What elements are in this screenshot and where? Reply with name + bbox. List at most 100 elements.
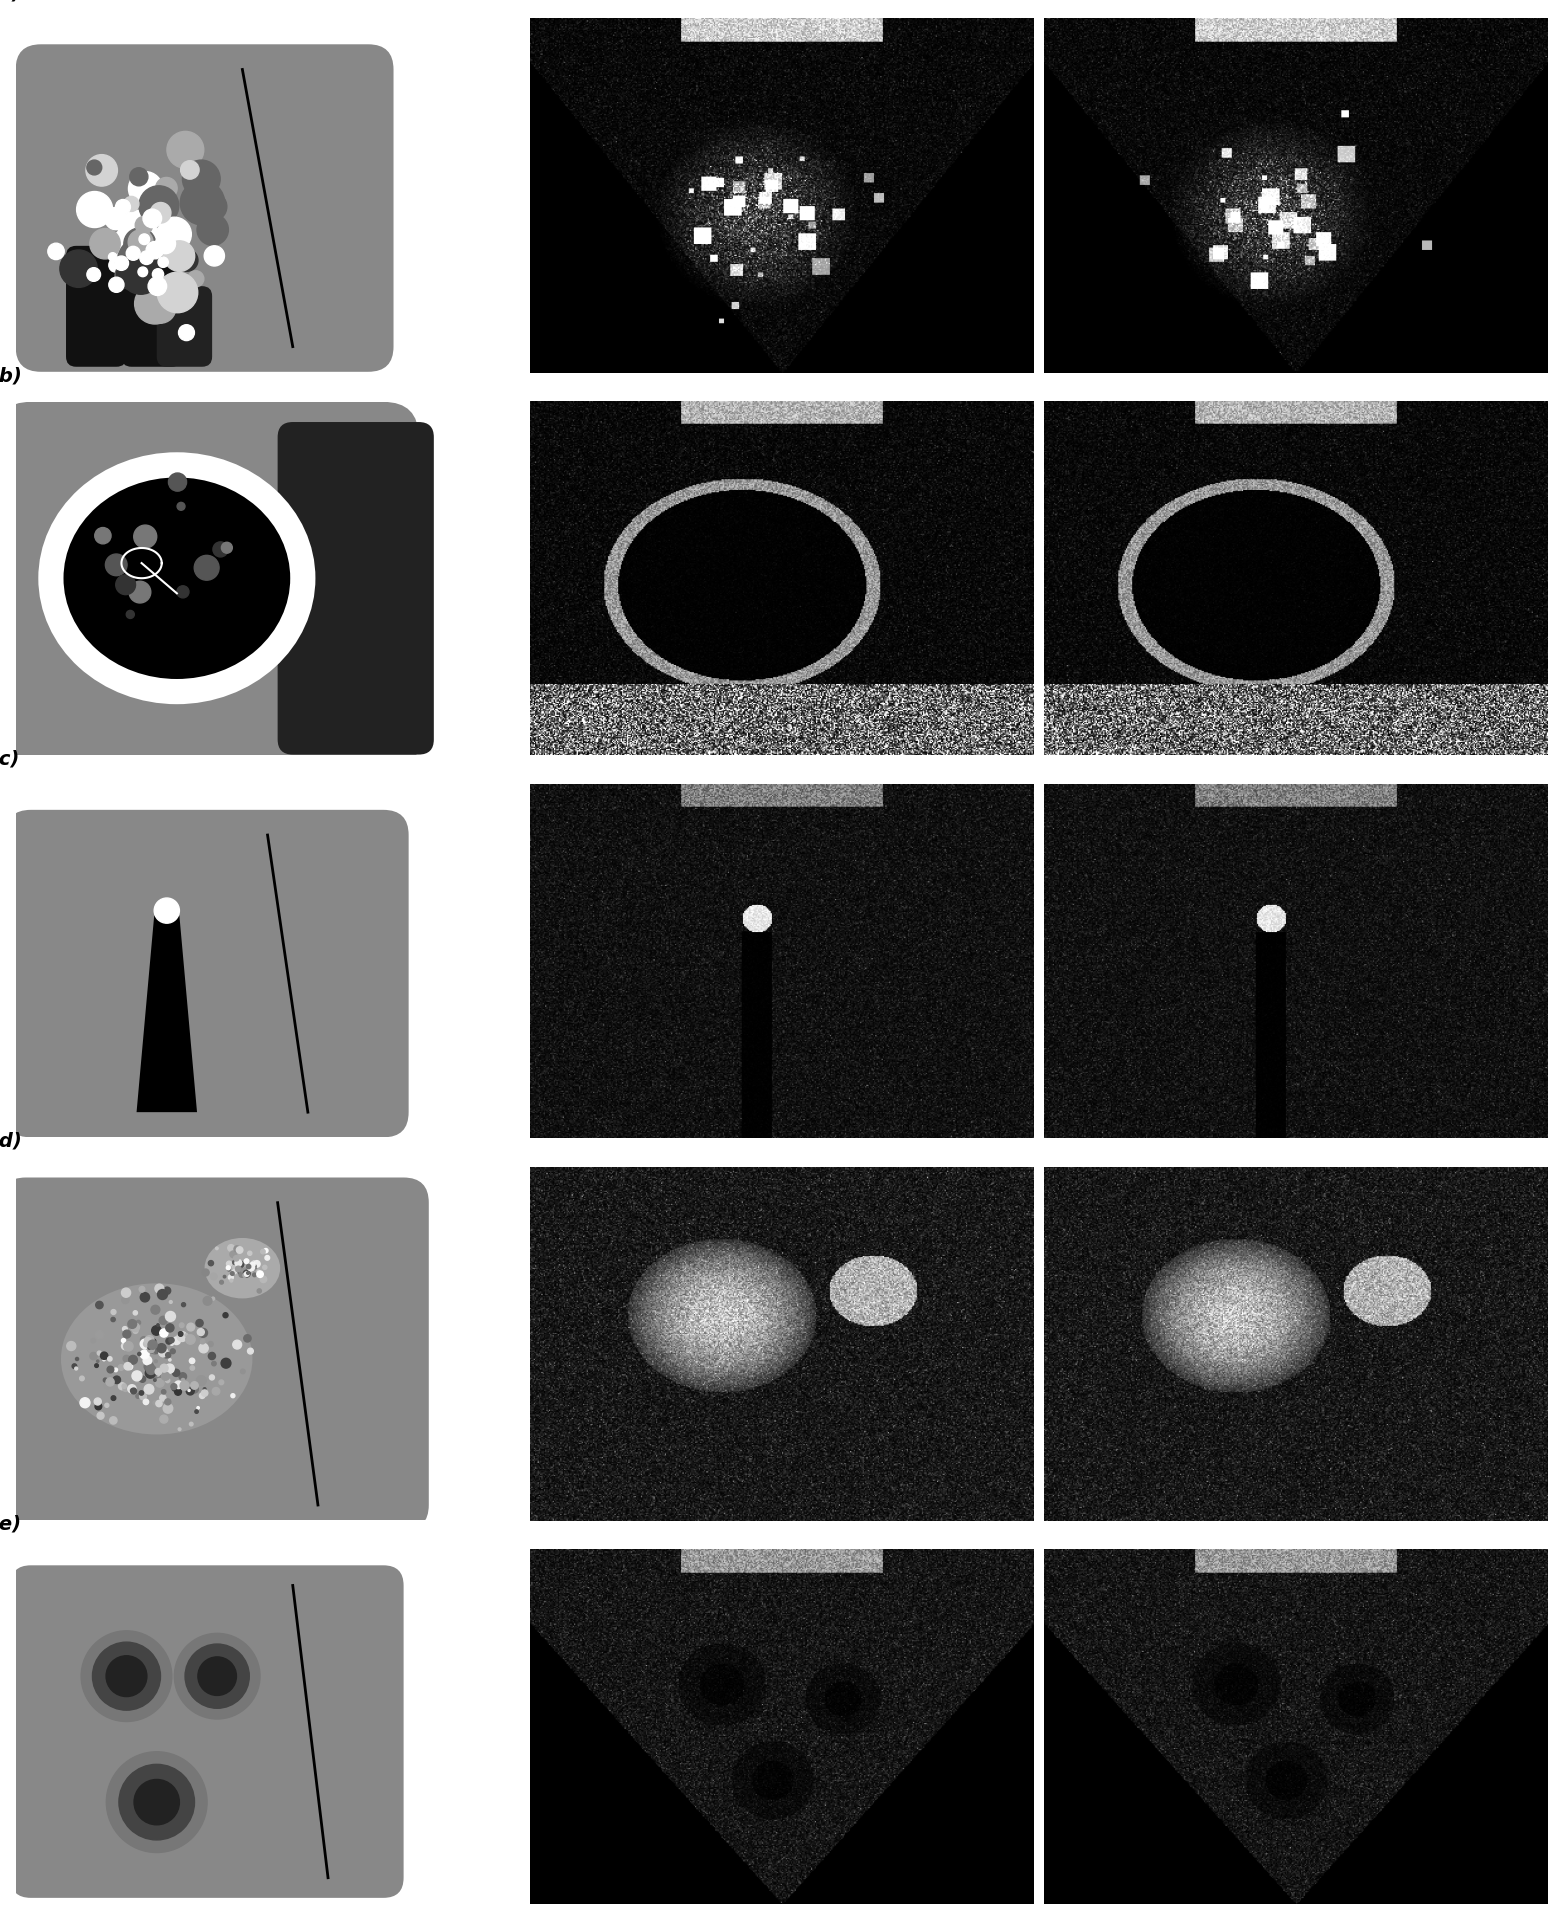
- Circle shape: [122, 1385, 127, 1388]
- Circle shape: [152, 1340, 156, 1344]
- Circle shape: [177, 1333, 188, 1342]
- Circle shape: [155, 1369, 161, 1375]
- Circle shape: [123, 229, 156, 262]
- Circle shape: [200, 1340, 205, 1344]
- Circle shape: [247, 1265, 255, 1271]
- Circle shape: [116, 575, 136, 596]
- Circle shape: [105, 1383, 111, 1388]
- Circle shape: [195, 1319, 203, 1327]
- Circle shape: [199, 192, 227, 221]
- Circle shape: [236, 1248, 242, 1254]
- Circle shape: [111, 1396, 116, 1400]
- Circle shape: [169, 1300, 172, 1304]
- Circle shape: [158, 217, 191, 252]
- Circle shape: [114, 1369, 117, 1371]
- Circle shape: [178, 325, 194, 342]
- Circle shape: [95, 1404, 102, 1410]
- Circle shape: [134, 1377, 139, 1383]
- Circle shape: [144, 1340, 150, 1348]
- Circle shape: [155, 1285, 164, 1294]
- Circle shape: [189, 1423, 194, 1427]
- Circle shape: [152, 269, 164, 281]
- Circle shape: [155, 1379, 164, 1386]
- Circle shape: [178, 1333, 183, 1336]
- Circle shape: [228, 1269, 230, 1271]
- Circle shape: [123, 1356, 130, 1361]
- Circle shape: [159, 1415, 167, 1423]
- Circle shape: [234, 1246, 241, 1252]
- Circle shape: [75, 1358, 78, 1361]
- Circle shape: [122, 1288, 131, 1298]
- Circle shape: [139, 252, 153, 265]
- Circle shape: [131, 1388, 136, 1394]
- Circle shape: [205, 246, 225, 267]
- Circle shape: [89, 229, 120, 260]
- Circle shape: [170, 1342, 173, 1346]
- Circle shape: [113, 1377, 120, 1385]
- Circle shape: [241, 1369, 245, 1373]
- Circle shape: [188, 271, 203, 288]
- Circle shape: [222, 542, 233, 554]
- Circle shape: [166, 1379, 170, 1383]
- Circle shape: [155, 1360, 158, 1363]
- Circle shape: [114, 1319, 116, 1323]
- Circle shape: [227, 1265, 230, 1269]
- Circle shape: [106, 1656, 147, 1696]
- Circle shape: [119, 212, 156, 250]
- Circle shape: [197, 1377, 206, 1386]
- Circle shape: [244, 1273, 249, 1277]
- Circle shape: [59, 250, 97, 288]
- Circle shape: [178, 1429, 181, 1431]
- Circle shape: [136, 1394, 141, 1398]
- Circle shape: [200, 1394, 205, 1398]
- Ellipse shape: [61, 1285, 253, 1435]
- Circle shape: [95, 1363, 98, 1367]
- Circle shape: [139, 1394, 147, 1400]
- Circle shape: [153, 1402, 158, 1406]
- FancyBboxPatch shape: [156, 287, 213, 367]
- Circle shape: [170, 1350, 175, 1354]
- Circle shape: [230, 1279, 233, 1283]
- Circle shape: [142, 210, 161, 229]
- Circle shape: [249, 1267, 253, 1271]
- Circle shape: [145, 1336, 153, 1342]
- Circle shape: [247, 1252, 252, 1256]
- Circle shape: [114, 258, 128, 271]
- Circle shape: [144, 1400, 148, 1406]
- Circle shape: [164, 1286, 170, 1294]
- Circle shape: [166, 1325, 173, 1333]
- Circle shape: [127, 612, 134, 619]
- Circle shape: [247, 1348, 253, 1354]
- Circle shape: [156, 1400, 163, 1408]
- Circle shape: [227, 1261, 231, 1267]
- Circle shape: [147, 223, 181, 258]
- Circle shape: [159, 1348, 167, 1358]
- Circle shape: [145, 242, 164, 260]
- Circle shape: [249, 1265, 252, 1269]
- Circle shape: [244, 1271, 250, 1277]
- Circle shape: [234, 1260, 242, 1267]
- Circle shape: [203, 1296, 213, 1306]
- Circle shape: [147, 1344, 158, 1354]
- Circle shape: [138, 212, 181, 256]
- Circle shape: [138, 267, 147, 277]
- Circle shape: [199, 1329, 208, 1338]
- Circle shape: [242, 1269, 249, 1275]
- Circle shape: [153, 1371, 158, 1375]
- Circle shape: [164, 242, 195, 273]
- FancyBboxPatch shape: [11, 1565, 403, 1898]
- Circle shape: [91, 1352, 97, 1360]
- Circle shape: [199, 1344, 208, 1354]
- Circle shape: [111, 1317, 116, 1321]
- Circle shape: [211, 1273, 217, 1281]
- Circle shape: [173, 1338, 178, 1344]
- Circle shape: [141, 1292, 150, 1302]
- Circle shape: [158, 273, 199, 313]
- Circle shape: [88, 269, 100, 283]
- Circle shape: [184, 1644, 249, 1708]
- Circle shape: [242, 1273, 247, 1277]
- Circle shape: [180, 1381, 189, 1390]
- Circle shape: [144, 233, 175, 263]
- Circle shape: [175, 1381, 183, 1388]
- Circle shape: [155, 898, 180, 923]
